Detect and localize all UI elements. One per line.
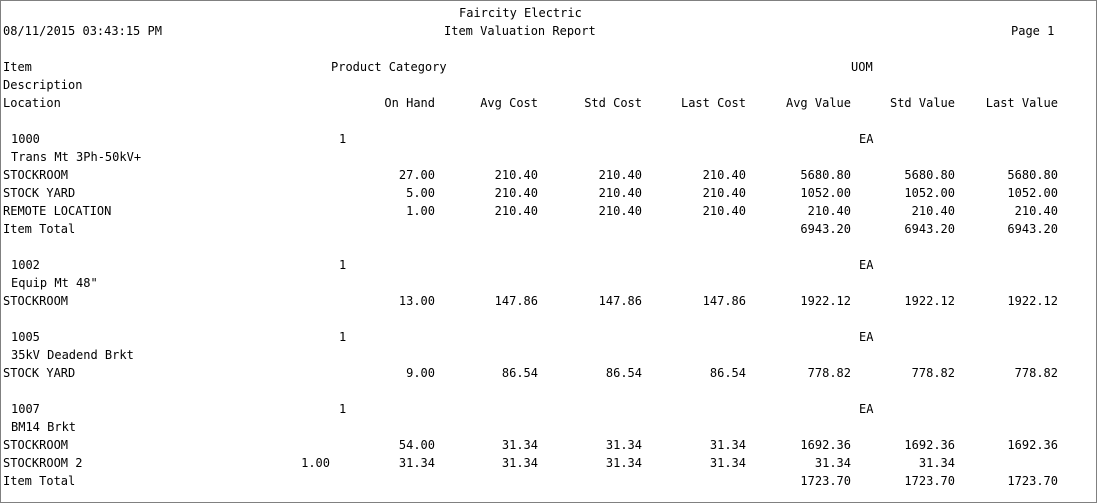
row-std-cost: 210.40: [598, 186, 642, 200]
company-name: Faircity Electric: [459, 6, 582, 20]
item-number: 1007: [11, 402, 40, 416]
row-last-cost: 86.54: [709, 366, 746, 380]
item-total-label: Item Total: [3, 222, 76, 236]
row-value: 1.00: [301, 456, 330, 470]
row-last-cost: 147.86: [702, 294, 746, 308]
row-location: STOCKROOM: [3, 294, 69, 308]
row-on-hand: 1.00: [406, 204, 435, 218]
row-location: STOCK YARD: [3, 186, 76, 200]
row-on-hand: 13.00: [398, 294, 435, 308]
header-avg-cost: Avg Cost: [480, 96, 538, 110]
header-last-cost: Last Cost: [680, 96, 746, 110]
row-last-value: 1692.36: [1007, 438, 1058, 452]
page-number: Page 1: [1011, 24, 1055, 38]
item-uom: EA: [859, 132, 874, 146]
item-description: Trans Mt 3Ph-50kV+: [11, 150, 142, 164]
row-location: STOCK YARD: [3, 366, 76, 380]
row-value: 31.34: [501, 456, 538, 470]
row-avg-value: 1922.12: [800, 294, 851, 308]
item-uom: EA: [859, 258, 874, 272]
row-avg-cost: 147.86: [494, 294, 538, 308]
item-total-avg-value: 1723.70: [800, 474, 851, 488]
row-avg-value: 1052.00: [800, 186, 851, 200]
item-description: BM14 Brkt: [11, 420, 77, 434]
header-on-hand: On Hand: [384, 96, 435, 110]
header-std-value: Std Value: [889, 96, 955, 110]
row-value: 31.34: [918, 456, 955, 470]
item-number: 1002: [11, 258, 40, 272]
item-description: Equip Mt 48": [11, 276, 98, 290]
row-std-value: 1052.00: [904, 186, 955, 200]
row-std-cost: 210.40: [598, 204, 642, 218]
row-value: 31.34: [605, 456, 642, 470]
item-category: 1: [339, 258, 347, 272]
row-last-cost: 210.40: [702, 186, 746, 200]
row-value: 31.34: [814, 456, 851, 470]
row-std-value: 1692.36: [904, 438, 955, 452]
row-std-cost: 86.54: [605, 366, 642, 380]
row-value: 31.34: [398, 456, 435, 470]
header-product-category: Product Category: [331, 60, 447, 74]
row-last-value: 1922.12: [1007, 294, 1058, 308]
row-std-cost: 210.40: [598, 168, 642, 182]
item-total-last-value: 1723.70: [1007, 474, 1058, 488]
item-category: 1: [339, 402, 347, 416]
row-avg-value: 1692.36: [800, 438, 851, 452]
header-item: Item: [3, 60, 32, 74]
report-datetime: 08/11/2015 03:43:15 PM: [3, 24, 162, 38]
row-avg-cost: 210.40: [494, 204, 538, 218]
row-location: STOCKROOM 2: [3, 456, 83, 470]
header-avg-value: Avg Value: [785, 96, 851, 110]
row-last-value: 778.82: [1014, 366, 1058, 380]
row-std-value: 210.40: [911, 204, 955, 218]
row-last-cost: 31.34: [709, 438, 746, 452]
row-on-hand: 27.00: [398, 168, 435, 182]
row-on-hand: 54.00: [398, 438, 435, 452]
item-description: 35kV Deadend Brkt: [11, 348, 134, 362]
row-last-value: 5680.80: [1007, 168, 1058, 182]
row-last-value: 1052.00: [1007, 186, 1058, 200]
item-uom: EA: [859, 330, 874, 344]
item-uom: EA: [859, 402, 874, 416]
item-number: 1000: [11, 132, 40, 146]
item-number: 1005: [11, 330, 40, 344]
row-std-value: 778.82: [911, 366, 955, 380]
row-on-hand: 5.00: [406, 186, 435, 200]
row-std-cost: 147.86: [598, 294, 642, 308]
header-uom: UOM: [851, 60, 873, 74]
row-std-value: 1922.12: [904, 294, 955, 308]
header-location: Location: [3, 96, 61, 110]
item-total-label: Item Total: [3, 474, 76, 488]
row-location: STOCKROOM: [3, 438, 69, 452]
header-last-value: Last Value: [985, 96, 1058, 110]
row-location: STOCKROOM: [3, 168, 69, 182]
row-last-cost: 210.40: [702, 204, 746, 218]
row-value: 31.34: [709, 456, 746, 470]
row-last-value: 210.40: [1014, 204, 1058, 218]
header-std-cost: Std Cost: [584, 96, 642, 110]
row-avg-cost: 31.34: [501, 438, 538, 452]
item-total-avg-value: 6943.20: [800, 222, 851, 236]
row-location: REMOTE LOCATION: [3, 204, 112, 218]
row-avg-cost: 86.54: [501, 366, 538, 380]
header-description: Description: [3, 78, 83, 92]
report-title: Item Valuation Report: [444, 24, 596, 38]
row-last-cost: 210.40: [702, 168, 746, 182]
row-std-value: 5680.80: [904, 168, 955, 182]
item-total-std-value: 1723.70: [904, 474, 955, 488]
row-avg-cost: 210.40: [494, 186, 538, 200]
row-avg-cost: 210.40: [494, 168, 538, 182]
item-category: 1: [339, 330, 347, 344]
item-total-std-value: 6943.20: [904, 222, 955, 236]
item-category: 1: [339, 132, 347, 146]
row-avg-value: 5680.80: [800, 168, 851, 182]
row-std-cost: 31.34: [605, 438, 642, 452]
row-avg-value: 778.82: [807, 366, 851, 380]
row-on-hand: 9.00: [406, 366, 435, 380]
row-avg-value: 210.40: [807, 204, 851, 218]
item-total-last-value: 6943.20: [1007, 222, 1058, 236]
